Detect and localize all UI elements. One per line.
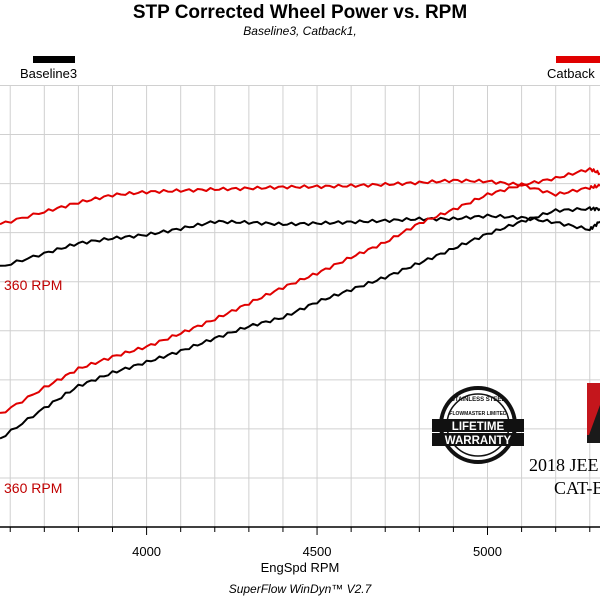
series-line-catback-2	[0, 167, 600, 414]
badge-banner-2	[432, 433, 524, 446]
annotation-lower-rpm: 360 RPM	[4, 480, 63, 496]
badge-top-text: STAINLESS STEEL	[451, 397, 506, 403]
series-line-catback-0	[0, 178, 600, 226]
x-axis-label: EngSpd RPM	[260, 560, 340, 575]
x-tick-label: 5000	[473, 544, 502, 559]
series-line-baseline3-1	[0, 213, 600, 267]
footer-software: SuperFlow WinDyn™ V2.7	[228, 582, 372, 596]
legend-swatch-catback	[556, 56, 600, 63]
badge-line1: LIFETIME	[452, 421, 505, 433]
badge-line2: WARRANTY	[445, 435, 512, 447]
series-line-baseline3-3	[0, 206, 600, 440]
vehicle-text-line1: 2018 JEE	[529, 455, 599, 475]
brand-logo-fragment	[587, 383, 600, 443]
chart-title: STP Corrected Wheel Power vs. RPM	[132, 2, 468, 23]
x-tick-label: 4000	[132, 544, 162, 559]
badge-banner-1	[432, 419, 524, 432]
x-tick-label: 4500	[302, 544, 332, 559]
vehicle-text-line2: CAT-B	[554, 478, 600, 498]
legend-label-catback: Catback	[547, 66, 595, 81]
chart-subtitle: Baseline3, Catback1,	[243, 24, 357, 38]
plot-area	[0, 85, 600, 535]
legend-label-baseline3: Baseline3	[20, 66, 78, 81]
legend-swatch-baseline3	[33, 56, 75, 63]
badge-mid-text: FLOWMASTER LIMITED	[449, 411, 507, 417]
lifetime-warranty-badge: STAINLESS STEEL FLOWMASTER LIMITED LIFET…	[430, 385, 526, 465]
annotation-upper-rpm: 360 RPM	[4, 277, 63, 293]
